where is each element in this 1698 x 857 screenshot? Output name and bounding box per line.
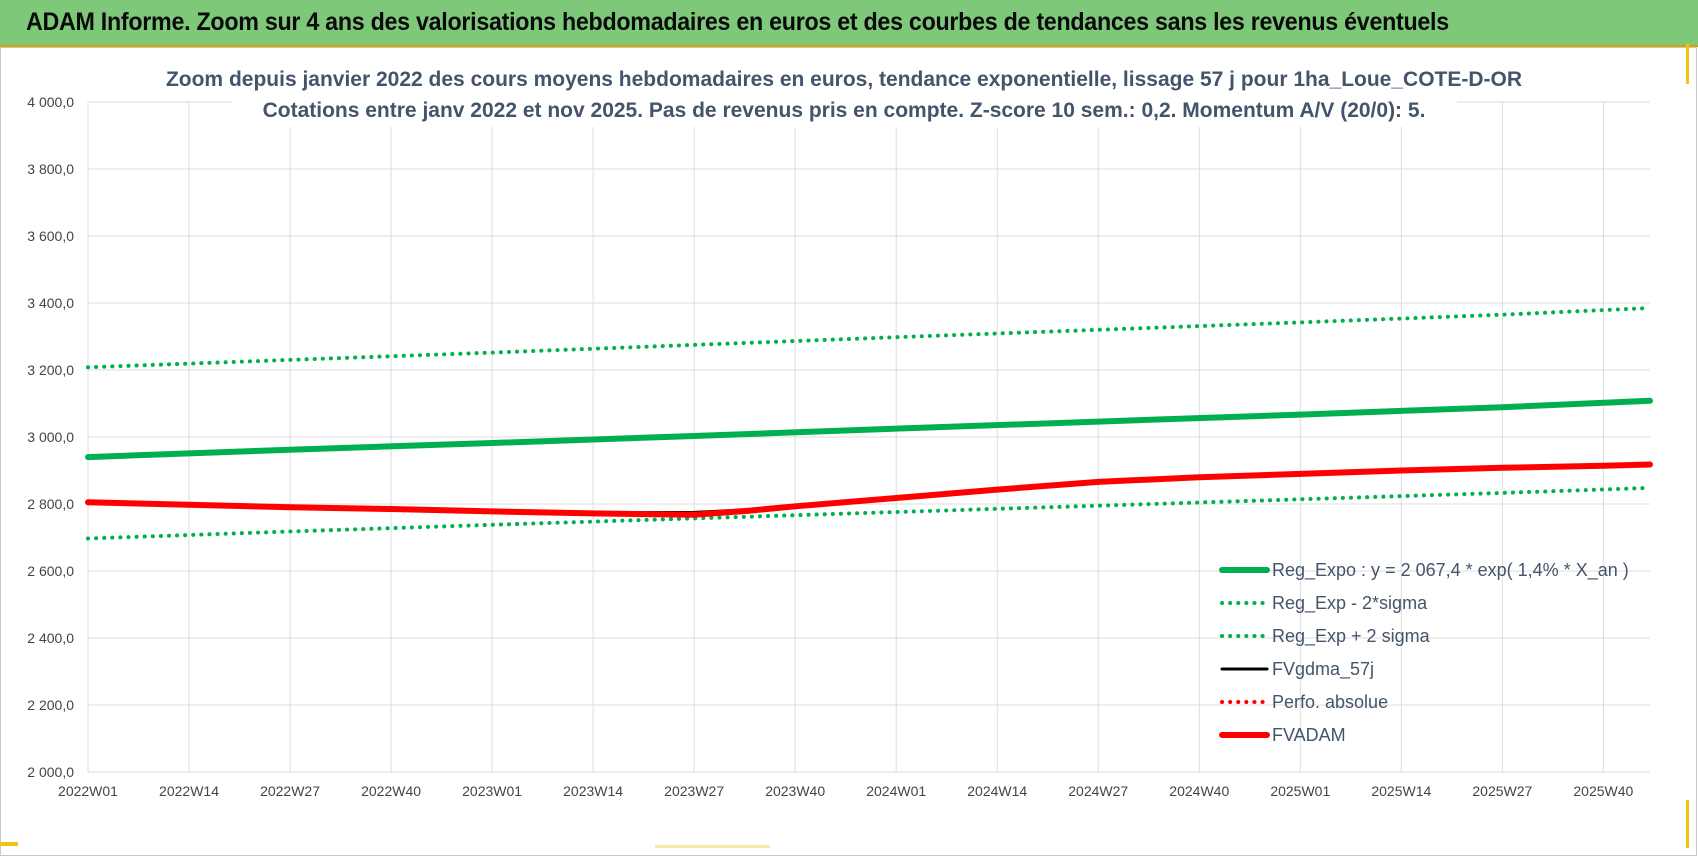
series-line-2 [86,306,1652,370]
series-line-0 [85,397,1653,461]
legend-label-3: FVgdma_57j [1272,659,1374,680]
legend-label-5: FVADAM [1272,725,1346,745]
legend-label-4: Perfo. absolue [1272,692,1388,712]
legend-label-2: Reg_Exp + 2 sigma [1272,626,1431,647]
x-tick-label: 2023W40 [765,783,825,799]
y-axis-ticks: 4 000,0 3 800,0 3 600,0 3 400,0 3 200,0 3 000… [27,94,74,780]
chart-title-box [232,63,1457,127]
y-tick-label: 2 000,0 [27,764,74,780]
y-tick-label: 3 800,0 [27,161,74,177]
y-tick-label: 3 600,0 [27,228,74,244]
frame-accent-bottom-right [1686,800,1689,848]
y-tick-label: 3 200,0 [27,362,74,378]
report-banner: ADAM Informe. Zoom sur 4 ans des valoris… [0,0,1698,47]
report-title: ADAM Informe. Zoom sur 4 ans des valoris… [26,8,1449,36]
y-tick-label: 4 000,0 [27,94,74,110]
chart-grid [87,101,1650,773]
x-tick-label: 2024W14 [967,783,1027,799]
y-tick-label: 2 600,0 [27,563,74,579]
x-tick-label: 2023W14 [563,783,623,799]
x-tick-label: 2023W01 [462,783,522,799]
x-tick-label: 2022W14 [159,783,219,799]
chart-legend: Reg_Expo : y = 2 067,4 * exp( 1,4% * X_a… [1219,560,1629,745]
y-tick-label: 3 000,0 [27,429,74,445]
frame-accent-bottom-left [0,842,18,846]
x-tick-label: 2022W27 [260,783,320,799]
x-axis-ticks: 2022W01 2022W14 2022W27 2022W40 2023W01 2023W… [58,783,1634,799]
chart-frame [0,47,1697,856]
x-tick-label: 2025W40 [1573,783,1633,799]
x-tick-label: 2025W01 [1270,783,1330,799]
x-tick-label: 2024W40 [1169,783,1229,799]
legend-label-1: Reg_Exp - 2*sigma [1272,593,1428,614]
x-tick-label: 2025W14 [1371,783,1431,799]
y-tick-label: 2 400,0 [27,630,74,646]
line-chart: 4 000,0 3 800,0 3 600,0 3 400,0 3 200,0 3 000… [27,63,1653,799]
y-tick-label: 3 400,0 [27,295,74,311]
frame-accent-top-right [1686,44,1689,84]
x-tick-label: 2023W27 [664,783,724,799]
x-tick-label: 2024W01 [866,783,926,799]
legend-label-0: Reg_Expo : y = 2 067,4 * exp( 1,4% * X_a… [1272,560,1629,581]
y-tick-label: 2 800,0 [27,496,74,512]
x-tick-label: 2025W27 [1472,783,1532,799]
series-line-1 [86,485,1652,541]
chart-series [85,306,1653,541]
y-tick-label: 2 200,0 [27,697,74,713]
chart-title: Zoom depuis janvier 2022 des cours moyen… [166,68,1522,91]
series-line-5 [85,461,1653,518]
chart-subtitle: Cotations entre janv 2022 et nov 2025. P… [263,99,1426,122]
x-tick-label: 2022W01 [58,783,118,799]
x-tick-label: 2024W27 [1068,783,1128,799]
x-tick-label: 2022W40 [361,783,421,799]
frame-accent-bottom [655,845,770,848]
